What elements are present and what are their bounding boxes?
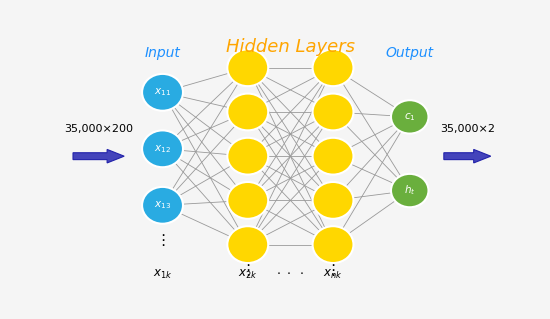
- Ellipse shape: [312, 93, 354, 130]
- Text: 35,000×200: 35,000×200: [64, 124, 133, 134]
- Text: $x_{13}$: $x_{13}$: [154, 199, 171, 211]
- FancyArrow shape: [444, 149, 491, 163]
- Ellipse shape: [227, 49, 268, 86]
- Text: $h_t$: $h_t$: [404, 184, 416, 197]
- Ellipse shape: [391, 174, 428, 207]
- Text: ⋮: ⋮: [240, 263, 255, 278]
- Ellipse shape: [391, 100, 428, 134]
- Ellipse shape: [227, 226, 268, 263]
- Text: $x_{nk}$: $x_{nk}$: [323, 268, 343, 281]
- Ellipse shape: [312, 138, 354, 174]
- Ellipse shape: [227, 182, 268, 219]
- Text: $x_{1k}$: $x_{1k}$: [153, 268, 172, 281]
- Ellipse shape: [227, 138, 268, 174]
- Text: Input: Input: [145, 46, 180, 60]
- Text: $x_{2k}$: $x_{2k}$: [238, 268, 257, 281]
- Text: ⋮: ⋮: [326, 263, 340, 278]
- Ellipse shape: [312, 49, 354, 86]
- Ellipse shape: [227, 93, 268, 130]
- Text: ⋮: ⋮: [155, 234, 170, 249]
- Ellipse shape: [142, 74, 183, 111]
- Text: $\cdot\ \cdot\ \cdot$: $\cdot\ \cdot\ \cdot$: [277, 266, 304, 279]
- Ellipse shape: [142, 187, 183, 224]
- Text: $x_{12}$: $x_{12}$: [154, 143, 171, 155]
- FancyArrow shape: [73, 149, 124, 163]
- Text: Output: Output: [386, 46, 434, 60]
- Text: 35,000×2: 35,000×2: [440, 124, 495, 134]
- Text: $c_1$: $c_1$: [404, 111, 416, 123]
- Ellipse shape: [142, 130, 183, 167]
- Text: Hidden Layers: Hidden Layers: [226, 38, 355, 56]
- Ellipse shape: [312, 226, 354, 263]
- Ellipse shape: [312, 182, 354, 219]
- Text: $x_{11}$: $x_{11}$: [154, 86, 171, 98]
